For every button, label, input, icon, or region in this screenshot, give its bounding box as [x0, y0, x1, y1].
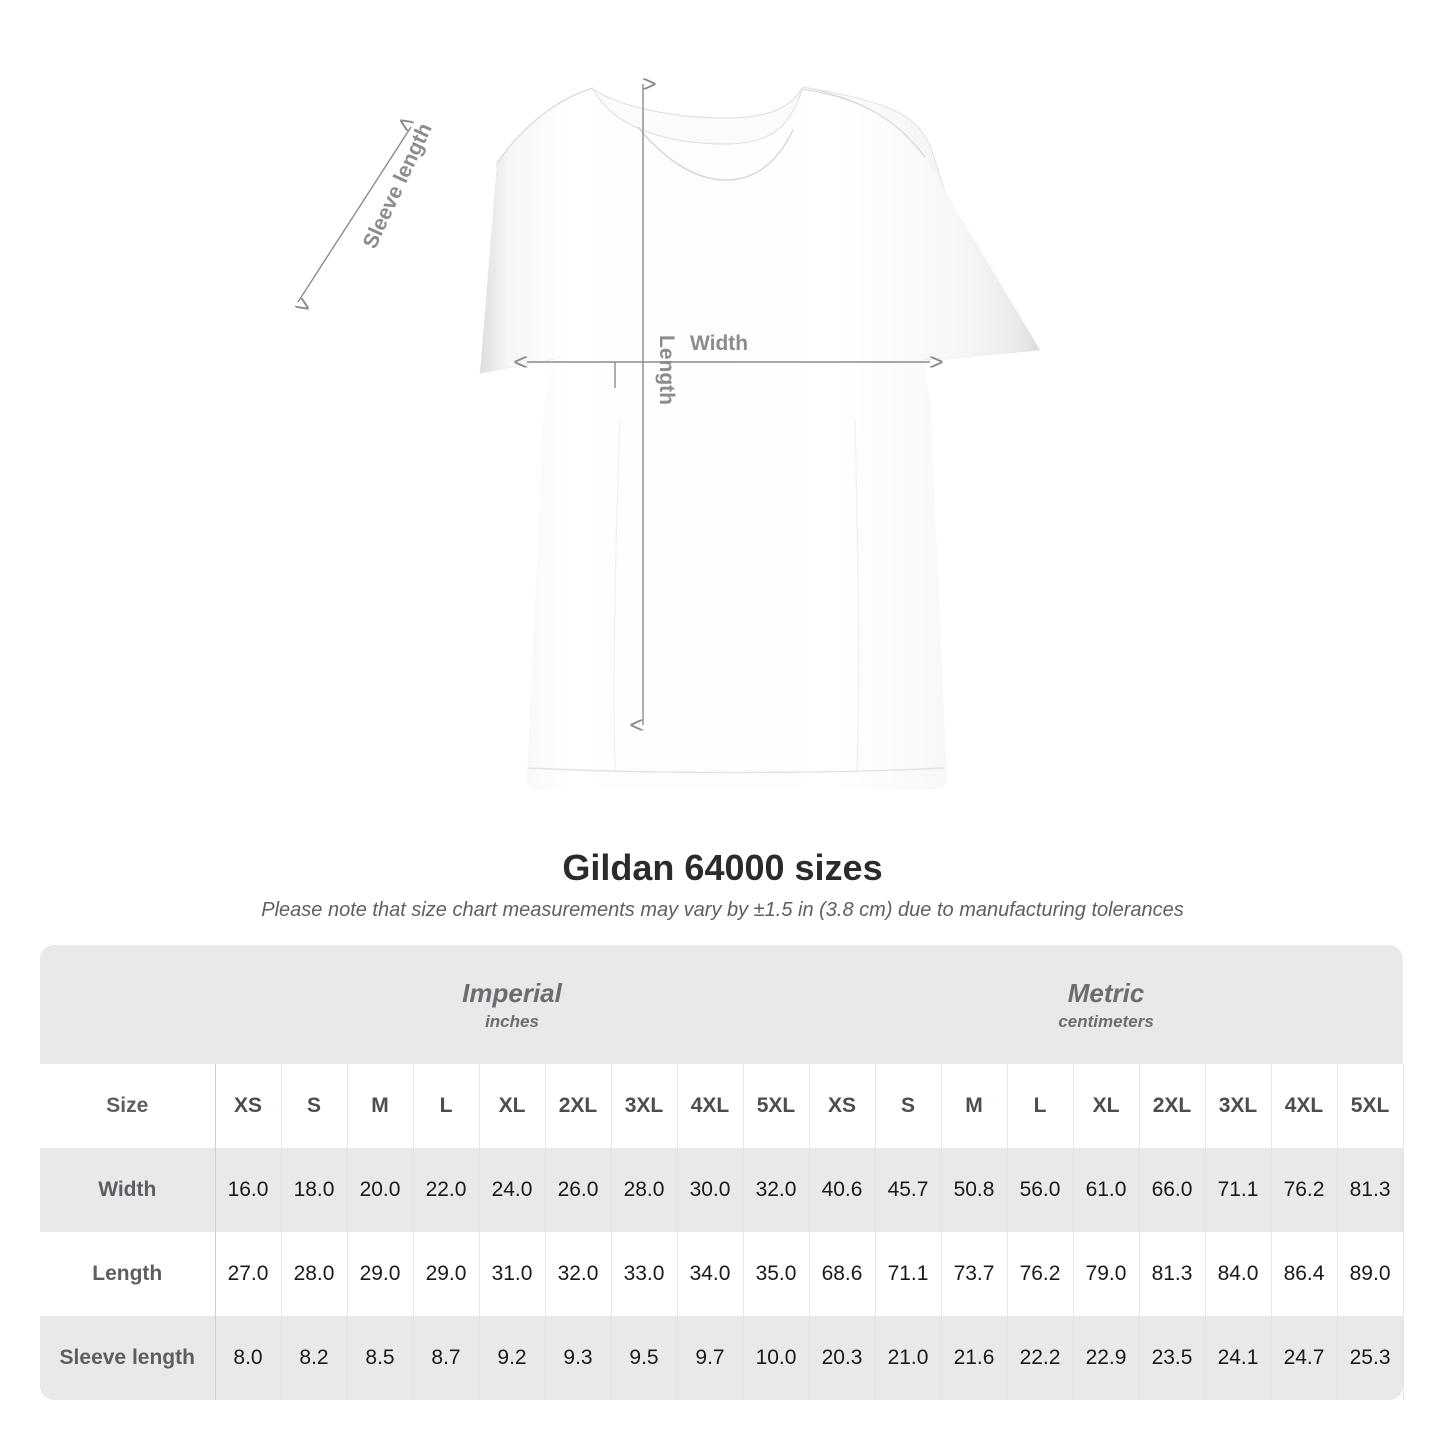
svg-text:Sleeve length: Sleeve length — [359, 120, 437, 252]
svg-text:Width: Width — [690, 332, 748, 355]
svg-text:Length: Length — [655, 335, 678, 405]
